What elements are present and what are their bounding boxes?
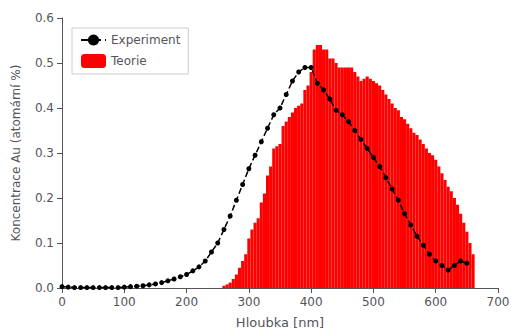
svg-text:100: 100 (113, 295, 136, 309)
svg-text:0.4: 0.4 (35, 101, 54, 115)
svg-text:0: 0 (58, 295, 66, 309)
svg-text:0.6: 0.6 (35, 11, 54, 25)
svg-text:0.2: 0.2 (35, 191, 54, 205)
svg-text:0.0: 0.0 (35, 281, 54, 295)
svg-text:600: 600 (424, 295, 447, 309)
svg-text:Hloubka [nm]: Hloubka [nm] (236, 315, 324, 330)
svg-text:200: 200 (175, 295, 198, 309)
svg-text:Teorie: Teorie (110, 54, 147, 68)
svg-text:Experiment: Experiment (111, 33, 181, 47)
svg-text:0.3: 0.3 (35, 146, 54, 160)
svg-text:0.5: 0.5 (35, 56, 54, 70)
svg-text:400: 400 (300, 295, 323, 309)
svg-text:300: 300 (237, 295, 260, 309)
svg-text:Koncentrace Au (atomární %): Koncentrace Au (atomární %) (9, 65, 23, 242)
svg-text:700: 700 (487, 295, 510, 309)
svg-text:0.1: 0.1 (35, 236, 54, 250)
svg-text:500: 500 (362, 295, 385, 309)
